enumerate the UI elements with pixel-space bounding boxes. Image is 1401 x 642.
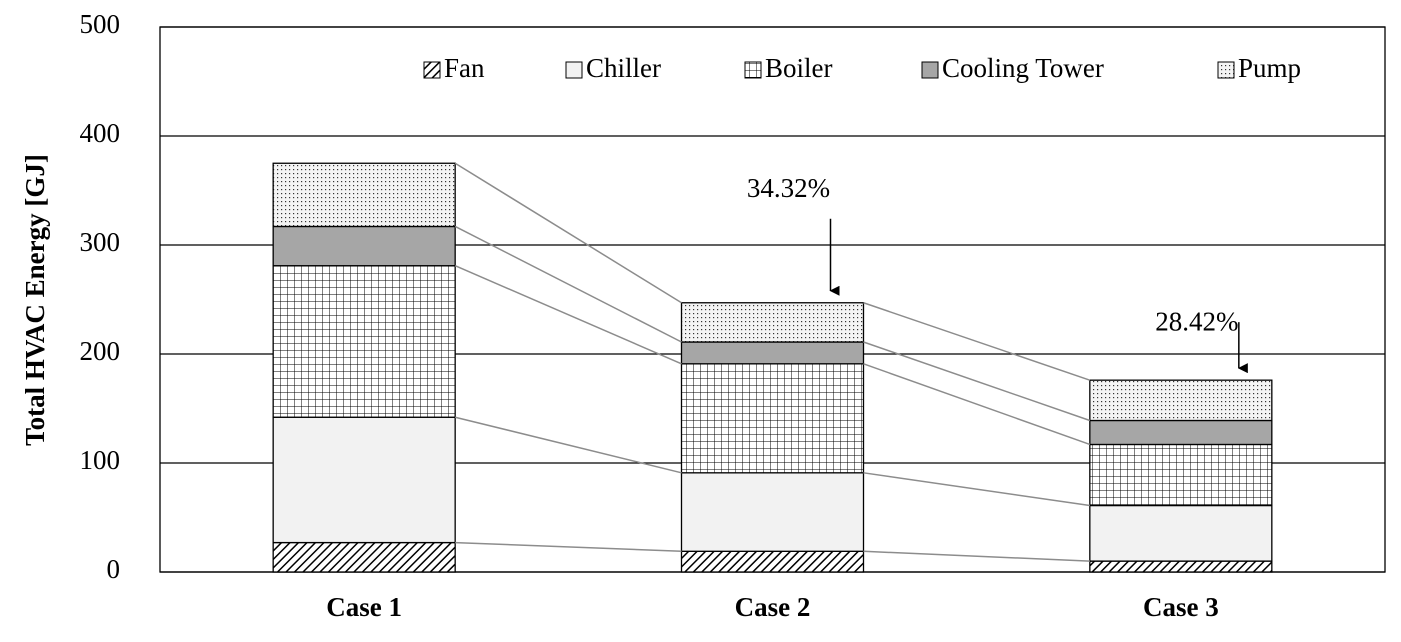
- x-tick-label: Case 2: [735, 592, 811, 622]
- legend-swatch: [921, 61, 939, 79]
- connector-line: [455, 541, 682, 553]
- connector-line: [863, 341, 1091, 422]
- legend-swatch: [565, 61, 583, 79]
- bar-segment: [272, 225, 456, 267]
- legend-swatch: [744, 61, 762, 79]
- y-tick-label: 400: [80, 118, 121, 148]
- bar-segment: [1089, 379, 1273, 422]
- legend-swatch: [423, 61, 441, 79]
- y-tick-label: 0: [107, 554, 121, 584]
- bar-segment: [680, 363, 865, 474]
- legend-label: Fan: [444, 53, 485, 83]
- y-axis-label: Total HVAC Energy [GJ]: [20, 154, 50, 446]
- bar-segment: [680, 341, 865, 365]
- legend-label: Boiler: [765, 53, 833, 83]
- legend-label: Cooling Tower: [942, 53, 1104, 83]
- y-tick-label: 300: [80, 227, 121, 257]
- connector-line: [454, 416, 682, 474]
- y-tick-label: 100: [80, 445, 121, 475]
- connector-line: [863, 550, 1090, 562]
- x-tick-label: Case 1: [326, 592, 402, 622]
- connector-line: [454, 225, 682, 343]
- connector-line: [863, 472, 1090, 507]
- connector-line: [454, 265, 682, 365]
- connector-line: [863, 302, 1091, 381]
- x-tick-label: Case 3: [1143, 592, 1219, 622]
- legend-label: Chiller: [586, 53, 661, 83]
- bar-segment: [680, 550, 865, 573]
- bar-segment: [1089, 419, 1273, 446]
- bar-segment: [272, 541, 456, 573]
- bar-segment: [1089, 504, 1273, 562]
- legend-label: Pump: [1238, 53, 1301, 83]
- annotation: 28.42%: [1155, 306, 1238, 336]
- bar-segment: [1089, 443, 1273, 507]
- connector-line: [863, 363, 1091, 446]
- y-tick-label: 500: [80, 9, 121, 39]
- bar-segment: [272, 265, 456, 418]
- bar-segment: [272, 416, 456, 544]
- bar-segment: [1089, 560, 1273, 573]
- bar-segment: [680, 472, 865, 552]
- connector-line: [454, 162, 682, 304]
- annotation: 34.32%: [747, 173, 830, 203]
- legend-swatch: [1217, 61, 1235, 79]
- bar-segment: [680, 302, 865, 343]
- y-tick-label: 200: [80, 336, 121, 366]
- bar-segment: [272, 162, 456, 228]
